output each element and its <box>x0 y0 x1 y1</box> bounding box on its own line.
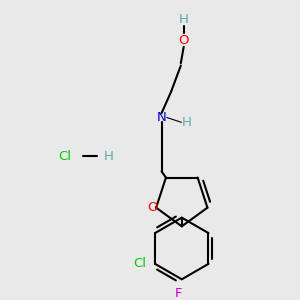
Text: Cl: Cl <box>59 149 72 163</box>
Text: O: O <box>147 201 158 214</box>
Text: H: H <box>103 149 113 163</box>
Text: H: H <box>179 13 189 26</box>
Text: Cl: Cl <box>134 257 146 270</box>
Text: N: N <box>157 111 166 124</box>
Text: F: F <box>175 286 183 299</box>
Text: H: H <box>182 116 191 129</box>
Text: O: O <box>178 34 189 47</box>
